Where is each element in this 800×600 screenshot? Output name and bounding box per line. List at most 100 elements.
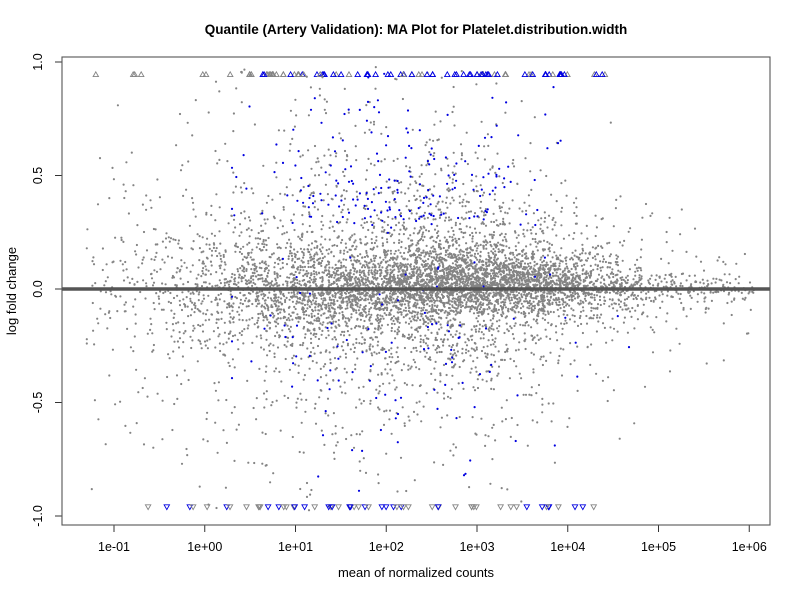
clipped-up-triangle-icon <box>423 70 431 78</box>
clipped-down-triangle-icon <box>378 504 386 511</box>
clipped-up-triangle-icon <box>260 70 268 78</box>
clipped-down-triangle-icon <box>361 504 369 511</box>
clipped-down-triangle-icon <box>243 504 250 511</box>
clipped-down-triangle-icon <box>404 504 412 511</box>
clipped-up-triangle-icon <box>267 70 275 78</box>
clipped-down-triangle-icon <box>346 504 354 511</box>
clipped-down-triangle-icon <box>452 504 459 511</box>
clipped-up-triangle-icon <box>279 70 287 78</box>
clipped-down-triangle-icon <box>590 504 598 511</box>
clipped-up-triangle-icon <box>460 70 468 78</box>
clipped-up-triangle-icon <box>521 70 529 78</box>
x-tick-label: 1e+00 <box>187 540 222 554</box>
clipped-down-triangle-icon <box>393 504 401 511</box>
x-tick-label: 1e+05 <box>641 540 676 554</box>
clipped-down-triangle-icon <box>301 504 309 511</box>
clipped-up-triangle-icon <box>354 70 362 78</box>
clipped-up-triangle-icon <box>290 70 298 78</box>
x-axis-ticks: 1e-01 1e+00 1e+01 1e+02 1e+03 1e+04 1e+05 1e+06 <box>98 525 767 554</box>
y-axis-ticks: 1.0 0.5 0.0 -0.5 -1.0 <box>31 53 62 527</box>
clipped-down-triangle-icon <box>350 504 358 511</box>
clipped-up-triangle-icon <box>408 70 416 78</box>
clipped-down-triangle-icon <box>291 504 299 511</box>
clipped-down-triangle-icon <box>428 504 436 511</box>
clipped-up-triangle-icon <box>493 70 501 78</box>
clipped-down-triangle-icon <box>507 504 515 511</box>
clipped-up-triangle-icon <box>92 70 100 78</box>
plot-box <box>61 56 771 526</box>
clipped-up-triangle-icon <box>337 70 345 78</box>
x-tick-label: 1e+02 <box>369 540 404 554</box>
clipped-down-triangle-icon <box>513 504 521 511</box>
clipped-up-triangle-icon <box>545 70 553 78</box>
clipped-up-triangle-icon <box>592 70 600 78</box>
clipped-up-triangle-icon <box>501 70 509 78</box>
clipped-down-triangle-icon <box>554 504 562 511</box>
clipped-down-triangle-icon <box>223 504 231 511</box>
clipped-up-triangle-icon <box>429 70 437 78</box>
clipped-down-triangle-icon <box>538 504 546 511</box>
clipped-down-triangle-icon <box>400 504 407 511</box>
clipped-points-bottom <box>144 504 598 511</box>
clipped-down-triangle-icon <box>468 504 476 511</box>
clipped-down-triangle-icon <box>255 504 263 511</box>
clipped-down-triangle-icon <box>543 504 550 511</box>
clipped-up-triangle-icon <box>137 70 145 78</box>
clipped-down-triangle-icon <box>434 504 442 511</box>
clipped-up-triangle-icon <box>384 70 392 78</box>
x-tick-label: 1e+06 <box>732 540 767 554</box>
clipped-up-triangle-icon <box>465 70 473 78</box>
clipped-up-triangle-icon <box>345 70 353 78</box>
x-tick-label: 1e+04 <box>550 540 585 554</box>
clipped-down-triangle-icon <box>579 504 587 511</box>
clipped-up-triangle-icon <box>453 70 460 78</box>
x-tick-label: 1e+03 <box>459 540 494 554</box>
clipped-up-triangle-icon <box>199 70 207 78</box>
y-tick-label: 0.0 <box>31 280 45 297</box>
y-tick-label: 0.5 <box>31 167 45 184</box>
clipped-down-triangle-icon <box>335 504 342 511</box>
clipped-up-triangle-icon <box>320 70 328 78</box>
clipped-up-triangle-icon <box>247 70 255 78</box>
clipped-down-triangle-icon <box>163 504 171 511</box>
clipped-up-triangle-icon <box>329 70 337 78</box>
clipped-down-triangle-icon <box>365 504 372 511</box>
clipped-up-triangle-icon <box>415 70 423 78</box>
clipped-up-triangle-icon <box>294 70 302 78</box>
clipped-up-triangle-icon <box>556 70 564 78</box>
clipped-down-triangle-icon <box>144 504 152 511</box>
y-tick-label: -0.5 <box>31 392 45 414</box>
clipped-down-triangle-icon <box>311 504 319 511</box>
x-axis-label: mean of normalized counts <box>338 565 495 580</box>
clipped-up-triangle-icon <box>529 70 537 78</box>
clipped-up-triangle-icon <box>372 70 380 78</box>
clipped-up-triangle-icon <box>473 70 481 78</box>
clipped-up-triangle-icon <box>272 70 280 78</box>
clipped-up-triangle-icon <box>549 70 557 78</box>
clipped-down-triangle-icon <box>390 504 397 511</box>
clipped-up-triangle-icon <box>477 70 485 78</box>
clipped-up-triangle-icon <box>287 70 295 78</box>
clipped-down-triangle-icon <box>523 504 531 511</box>
y-axis-label: log fold change <box>4 247 19 335</box>
clipped-down-triangle-icon <box>355 504 363 511</box>
clipped-down-triangle-icon <box>275 504 283 511</box>
clipped-up-triangle-icon <box>484 70 492 78</box>
clipped-down-triangle-icon <box>189 504 197 511</box>
significant-points <box>230 72 631 508</box>
clipped-down-triangle-icon <box>264 504 272 511</box>
clipped-up-triangle-icon <box>399 70 407 78</box>
clipped-up-triangle-icon <box>443 70 451 78</box>
clipped-down-triangle-icon <box>282 504 290 511</box>
clipped-up-triangle-icon <box>316 70 324 78</box>
clipped-down-triangle-icon <box>497 504 505 511</box>
y-tick-label: 1.0 <box>31 53 45 70</box>
clipped-down-triangle-icon <box>226 504 234 511</box>
x-tick-label: 1e-01 <box>98 540 130 554</box>
y-tick-label: -1.0 <box>31 505 45 527</box>
clipped-up-triangle-icon <box>542 70 550 78</box>
x-tick-label: 1e+01 <box>278 540 313 554</box>
clipped-down-triangle-icon <box>186 504 194 511</box>
